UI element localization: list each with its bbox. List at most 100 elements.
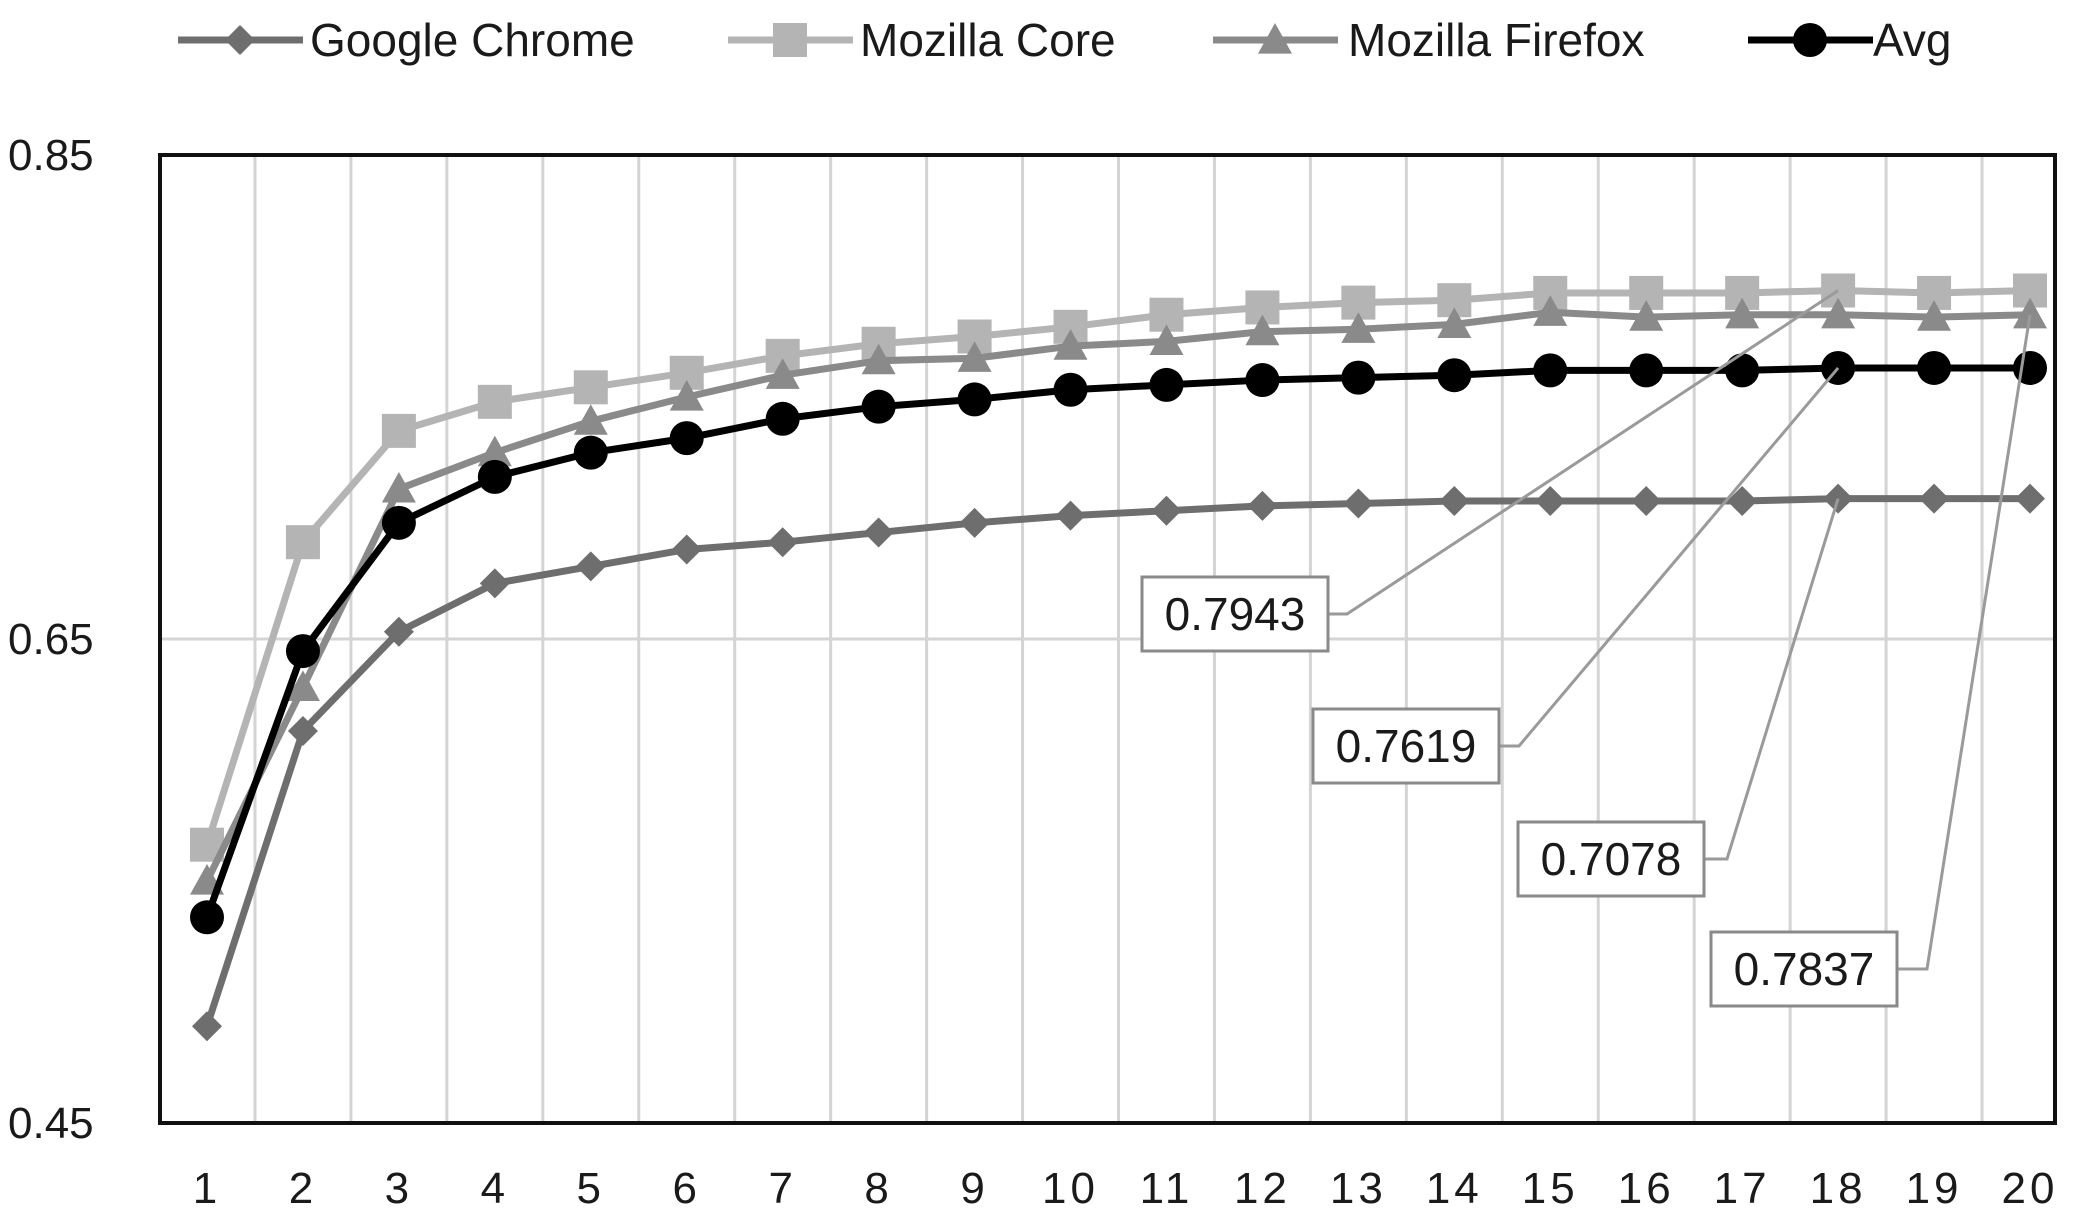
- point-avg: [1245, 363, 1280, 398]
- axis-layer: 0.450.650.851 2 3 4 5 6 7 8 9 10 11 12 13 14 15 16 17 18 1…: [8, 131, 2059, 1213]
- grid: [160, 155, 2055, 1123]
- legend-label-google-chrome: Google Chrome: [310, 14, 635, 66]
- point-avg: [861, 389, 896, 424]
- x-tick-label: 9: [960, 1164, 988, 1213]
- legend-label-mozilla-core: Mozilla Core: [860, 14, 1116, 66]
- series-mozilla-firefox: [190, 295, 2047, 895]
- point-google-chrome: [1727, 486, 1758, 517]
- legend-marker-mozilla-firefox: [1258, 23, 1292, 54]
- point-google-chrome: [192, 1011, 222, 1042]
- point-google-chrome: [383, 616, 414, 647]
- callout-box: [1311, 707, 1501, 785]
- callout-label: 0.7078: [1541, 833, 1682, 885]
- point-mozilla-firefox: [1437, 307, 1472, 338]
- legend: Google Chrome Mozilla Core Mozilla Firefox…: [178, 14, 1951, 66]
- series-line-mozilla-firefox: [203, 308, 2031, 883]
- point-google-chrome: [1055, 500, 1086, 531]
- point-google-chrome: [1439, 486, 1470, 517]
- point-mozilla-firefox: [861, 343, 896, 375]
- x-tick-label: 14: [1426, 1164, 1483, 1213]
- point-google-chrome: [1343, 488, 1374, 519]
- callout-box: [1709, 930, 1899, 1008]
- point-google-chrome: [1151, 495, 1182, 526]
- point-mozilla-firefox: [1725, 297, 1760, 329]
- point-mozilla-core: [285, 525, 320, 560]
- point-mozilla-firefox: [1821, 297, 1856, 329]
- point-google-chrome: [1919, 483, 1950, 514]
- point-google-chrome: [671, 534, 702, 565]
- y-tick-label: 0.45: [8, 1099, 94, 1148]
- point-mozilla-firefox: [1533, 295, 1568, 326]
- x-tick-label: 2: [289, 1164, 317, 1213]
- point-google-chrome: [767, 527, 798, 558]
- point-mozilla-firefox: [1245, 314, 1280, 346]
- point-avg: [1533, 353, 1568, 388]
- point-mozilla-firefox: [1053, 329, 1088, 360]
- callout: 0.7619: [1311, 366, 1840, 785]
- plot-frame: [158, 153, 2057, 1125]
- annotations: 0.7943 0.7619 0.7078 0.7837: [1140, 289, 2032, 1008]
- point-mozilla-firefox: [669, 380, 704, 411]
- x-tick-label: 10: [1042, 1164, 1099, 1213]
- legend-marker-avg: [1793, 23, 1827, 57]
- x-tick-label: 18: [1810, 1164, 1867, 1213]
- point-mozilla-firefox: [285, 670, 320, 701]
- callout: 0.7943: [1140, 289, 1839, 653]
- point-avg: [2013, 350, 2047, 385]
- legend-marker-google-chrome: [225, 25, 255, 55]
- series-layer: [190, 273, 2047, 1042]
- callout-leader: [1897, 314, 2032, 971]
- point-mozilla-core: [573, 370, 608, 405]
- x-tick-label: 7: [768, 1164, 796, 1213]
- point-avg: [765, 401, 800, 436]
- point-avg: [1725, 353, 1760, 388]
- x-tick-label: 19: [1906, 1164, 1963, 1213]
- point-avg: [1917, 350, 1952, 385]
- point-avg: [1629, 353, 1664, 388]
- point-google-chrome: [1247, 490, 1278, 521]
- point-avg: [1437, 358, 1472, 393]
- point-avg: [190, 900, 224, 935]
- x-tick-label: 13: [1330, 1164, 1387, 1213]
- point-google-chrome: [959, 507, 990, 538]
- callout-label: 0.7943: [1165, 588, 1306, 640]
- point-mozilla-firefox: [2013, 297, 2047, 329]
- series-google-chrome: [192, 483, 2045, 1042]
- callout-leader: [1328, 289, 1839, 616]
- point-google-chrome: [575, 551, 606, 582]
- point-avg: [381, 505, 416, 540]
- y-tick-label: 0.65: [8, 615, 94, 664]
- point-avg: [477, 459, 512, 494]
- point-google-chrome: [2015, 483, 2045, 514]
- callout-leader: [1704, 498, 1840, 861]
- point-mozilla-core: [477, 384, 512, 419]
- y-tick-label: 0.85: [8, 131, 94, 180]
- point-google-chrome: [1535, 486, 1566, 517]
- point-mozilla-firefox: [1341, 312, 1376, 343]
- point-mozilla-core: [381, 413, 416, 448]
- point-mozilla-firefox: [765, 358, 800, 389]
- point-google-chrome: [479, 568, 510, 599]
- point-mozilla-firefox: [1149, 324, 1184, 355]
- x-tick-label: 16: [1618, 1164, 1675, 1213]
- point-mozilla-firefox: [1629, 300, 1664, 331]
- point-avg: [669, 421, 704, 456]
- point-avg: [573, 435, 608, 470]
- legend-label-mozilla-firefox: Mozilla Firefox: [1348, 14, 1645, 66]
- legend-label-avg: Avg: [1873, 14, 1951, 66]
- callout-label: 0.7619: [1336, 720, 1477, 772]
- x-tick-label: 8: [864, 1164, 892, 1213]
- x-tick-label: 20: [2002, 1164, 2059, 1213]
- x-tick-label: 4: [481, 1164, 509, 1213]
- point-google-chrome: [1631, 486, 1662, 517]
- point-avg: [285, 634, 320, 669]
- point-avg: [1341, 360, 1376, 395]
- point-avg: [1149, 367, 1184, 402]
- point-mozilla-firefox: [1917, 300, 1952, 331]
- callout: 0.7078: [1516, 498, 1840, 898]
- series-mozilla-core: [190, 273, 2047, 862]
- point-google-chrome: [287, 715, 318, 746]
- x-tick-label: 1: [193, 1164, 221, 1213]
- point-mozilla-firefox: [477, 435, 512, 467]
